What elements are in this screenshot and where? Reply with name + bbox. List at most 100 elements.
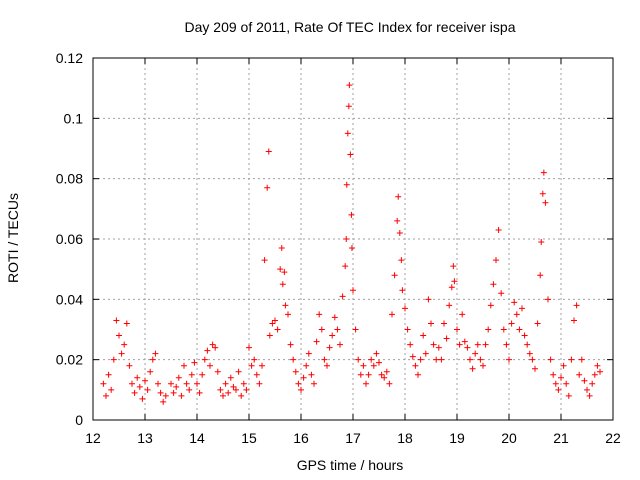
data-point [428, 320, 434, 327]
data-point [313, 338, 320, 345]
data-point [407, 341, 414, 348]
data-point [425, 296, 432, 303]
data-point [519, 305, 525, 312]
data-point [324, 362, 330, 369]
x-tick-label: 12 [85, 430, 101, 446]
data-point [495, 226, 502, 233]
data-point [594, 362, 601, 369]
y-tick-label: 0.12 [56, 50, 83, 66]
data-point [298, 386, 304, 393]
data-point [386, 380, 393, 387]
data-point [547, 356, 554, 363]
data-point [347, 151, 354, 158]
data-point [409, 353, 416, 360]
data-point [383, 368, 390, 375]
data-point [485, 326, 492, 333]
x-tick-label: 18 [397, 430, 413, 446]
data-point [225, 389, 232, 396]
x-axis-label: GPS time / hours [297, 457, 404, 473]
data-point [493, 257, 499, 264]
data-point [108, 386, 115, 393]
data-point [498, 290, 505, 297]
data-point [329, 332, 336, 339]
data-point [155, 380, 161, 387]
data-point [170, 389, 177, 396]
data-point [560, 362, 567, 369]
data-point [506, 356, 512, 363]
data-point [521, 332, 528, 339]
data-point [281, 269, 288, 276]
y-axis-label: ROTI / TECUs [5, 193, 21, 283]
data-point [529, 356, 536, 363]
data-point [300, 374, 307, 381]
data-point [399, 287, 406, 294]
data-point [217, 386, 224, 393]
data-point [417, 356, 424, 363]
data-point [435, 344, 442, 351]
data-point [552, 380, 559, 387]
data-point [438, 356, 445, 363]
data-point [339, 293, 346, 300]
data-point [238, 392, 245, 399]
data-point [191, 359, 198, 366]
data-point [370, 362, 377, 369]
data-point [360, 362, 367, 369]
data-point [355, 356, 362, 363]
data-point [524, 341, 531, 348]
data-point [207, 362, 213, 369]
data-point [134, 374, 141, 381]
data-point [513, 311, 520, 318]
data-point [183, 380, 190, 387]
data-point [448, 284, 455, 291]
data-point [545, 296, 551, 303]
data-point [542, 199, 549, 206]
data-point [573, 302, 580, 309]
data-point [277, 266, 284, 273]
x-tick-label: 16 [293, 430, 309, 446]
data-point [246, 344, 252, 351]
data-point [342, 263, 349, 270]
data-point [331, 314, 338, 321]
data-point [352, 326, 359, 333]
data-point [168, 380, 174, 387]
data-point [100, 380, 107, 387]
data-point [565, 392, 572, 399]
data-point [290, 356, 297, 363]
data-point [412, 362, 419, 369]
data-point [266, 332, 273, 339]
data-point [346, 82, 353, 89]
y-tick-label: 0.06 [56, 231, 83, 247]
data-point [373, 350, 380, 357]
data-point [391, 272, 398, 279]
data-point [376, 359, 382, 366]
data-point [204, 347, 211, 354]
data-point [381, 374, 388, 381]
y-tick-label: 0.1 [64, 110, 84, 126]
data-point [563, 380, 570, 387]
data-point [194, 380, 200, 387]
data-point [433, 356, 440, 363]
data-point [451, 278, 458, 285]
data-point [269, 320, 276, 327]
data-point [422, 350, 429, 357]
data-point [131, 389, 138, 396]
data-point [539, 190, 546, 197]
data-point [256, 380, 263, 387]
data-point [123, 320, 130, 327]
data-point [459, 311, 466, 318]
data-point [201, 356, 208, 363]
data-point [450, 263, 457, 270]
data-point [472, 350, 479, 357]
data-point [118, 350, 125, 357]
data-point [454, 326, 460, 333]
data-point [378, 371, 385, 378]
data-point [365, 371, 372, 378]
data-point [196, 389, 203, 396]
data-point [446, 302, 453, 309]
data-point [248, 362, 255, 369]
data-point [186, 386, 193, 393]
data-point [212, 344, 219, 351]
data-point [591, 371, 598, 378]
data-point [394, 217, 401, 224]
data-point [345, 103, 352, 110]
